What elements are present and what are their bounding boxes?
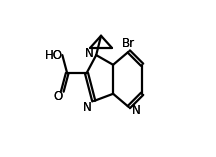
Text: N: N bbox=[85, 47, 93, 60]
Text: N: N bbox=[83, 101, 92, 114]
Text: O: O bbox=[53, 90, 62, 103]
Text: Br: Br bbox=[122, 37, 135, 49]
Bar bbox=[87, 51, 91, 56]
Text: N: N bbox=[85, 47, 93, 60]
Bar bbox=[55, 94, 60, 99]
Text: HO: HO bbox=[45, 49, 63, 62]
Bar bbox=[134, 108, 138, 113]
Text: O: O bbox=[53, 90, 62, 103]
Text: N: N bbox=[83, 101, 92, 114]
Text: HO: HO bbox=[45, 49, 63, 62]
Bar bbox=[85, 105, 90, 110]
Text: N: N bbox=[132, 104, 140, 117]
Bar bbox=[50, 53, 57, 57]
Bar bbox=[125, 41, 132, 45]
Text: Br: Br bbox=[122, 37, 135, 49]
Text: N: N bbox=[132, 104, 140, 117]
